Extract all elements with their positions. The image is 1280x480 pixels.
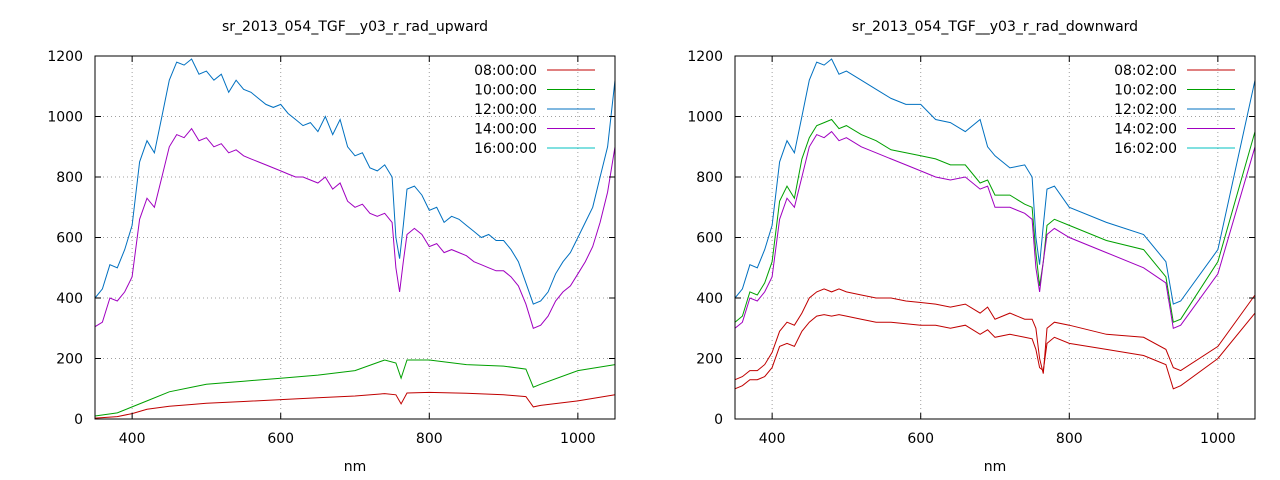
x-tick-label: 800: [416, 431, 443, 447]
y-tick-label: 1200: [687, 49, 723, 65]
x-axis-label: nm: [984, 459, 1007, 475]
legend-label: 14:02:00: [1114, 122, 1177, 138]
series-line-10-00-00: [94, 359, 616, 417]
y-tick-label: 0: [74, 412, 83, 428]
y-tick-label: 1200: [47, 49, 83, 65]
x-axis-label: nm: [344, 459, 367, 475]
x-tick-label: 600: [267, 431, 294, 447]
chart-upward: 400 600 800 1000 0 200 400 600 800 1000 1200 sr_201…: [47, 19, 616, 475]
legend-label: 08:00:00: [474, 63, 537, 79]
y-tick-label: 800: [696, 170, 723, 186]
y-tick-label: 600: [696, 231, 723, 247]
y-tick-label: 600: [56, 231, 83, 247]
x-tick-label: 1000: [560, 431, 596, 447]
y-tick-label: 200: [56, 352, 83, 368]
y-tick-label: 1000: [47, 110, 83, 126]
y-tick-label: 200: [696, 352, 723, 368]
y-tick-label: 1000: [687, 110, 723, 126]
legend-label: 08:02:00: [1114, 63, 1177, 79]
series-line-12-00-00: [94, 58, 616, 305]
x-tick-label: 400: [119, 431, 146, 447]
legend-label: 16:02:00: [1114, 141, 1177, 157]
legend-label: 10:02:00: [1114, 83, 1177, 99]
y-tick-label: 400: [696, 291, 723, 307]
chart-downward: 400 600 800 1000 0 200 400 600 800 1000 1200 sr_201…: [687, 19, 1256, 475]
legend-label: 16:00:00: [474, 141, 537, 157]
legend-label: 12:00:00: [474, 102, 537, 118]
legend-label: 14:00:00: [474, 122, 537, 138]
series-line-12-02-00: [734, 58, 1256, 305]
series-line-14-00-00: [94, 127, 616, 329]
series-line-08-00-00: [94, 391, 616, 419]
series-line-14-02-00: [734, 130, 1256, 330]
series-line-10-02-00: [734, 118, 1256, 323]
legend-label: 12:02:00: [1114, 102, 1177, 118]
x-tick-label: 600: [907, 431, 934, 447]
x-tick-label: 800: [1056, 431, 1083, 447]
chart-title: sr_2013_054_TGF__y03_r_rad_upward: [222, 19, 488, 35]
y-tick-label: 800: [56, 170, 83, 186]
x-tick-label: 400: [759, 431, 786, 447]
chart-title: sr_2013_054_TGF__y03_r_rad_downward: [852, 19, 1138, 35]
series-line-08-02-00: [734, 288, 1256, 381]
legend-label: 10:00:00: [474, 83, 537, 99]
series-line-extra-5: [734, 312, 1256, 390]
y-tick-label: 400: [56, 291, 83, 307]
y-tick-label: 0: [714, 412, 723, 428]
x-tick-label: 1000: [1200, 431, 1236, 447]
